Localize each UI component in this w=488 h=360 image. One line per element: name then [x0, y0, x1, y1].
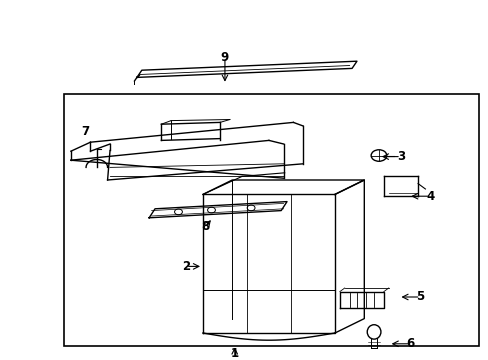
Text: 8: 8: [201, 220, 209, 233]
Text: 7: 7: [81, 125, 89, 138]
Text: 1: 1: [230, 347, 238, 360]
Bar: [63, 94, 478, 346]
Text: 2: 2: [182, 260, 189, 273]
Text: 9: 9: [221, 51, 228, 64]
Text: 3: 3: [396, 150, 404, 163]
Text: 5: 5: [416, 291, 424, 303]
Text: 6: 6: [406, 337, 414, 350]
Text: 4: 4: [426, 190, 433, 203]
